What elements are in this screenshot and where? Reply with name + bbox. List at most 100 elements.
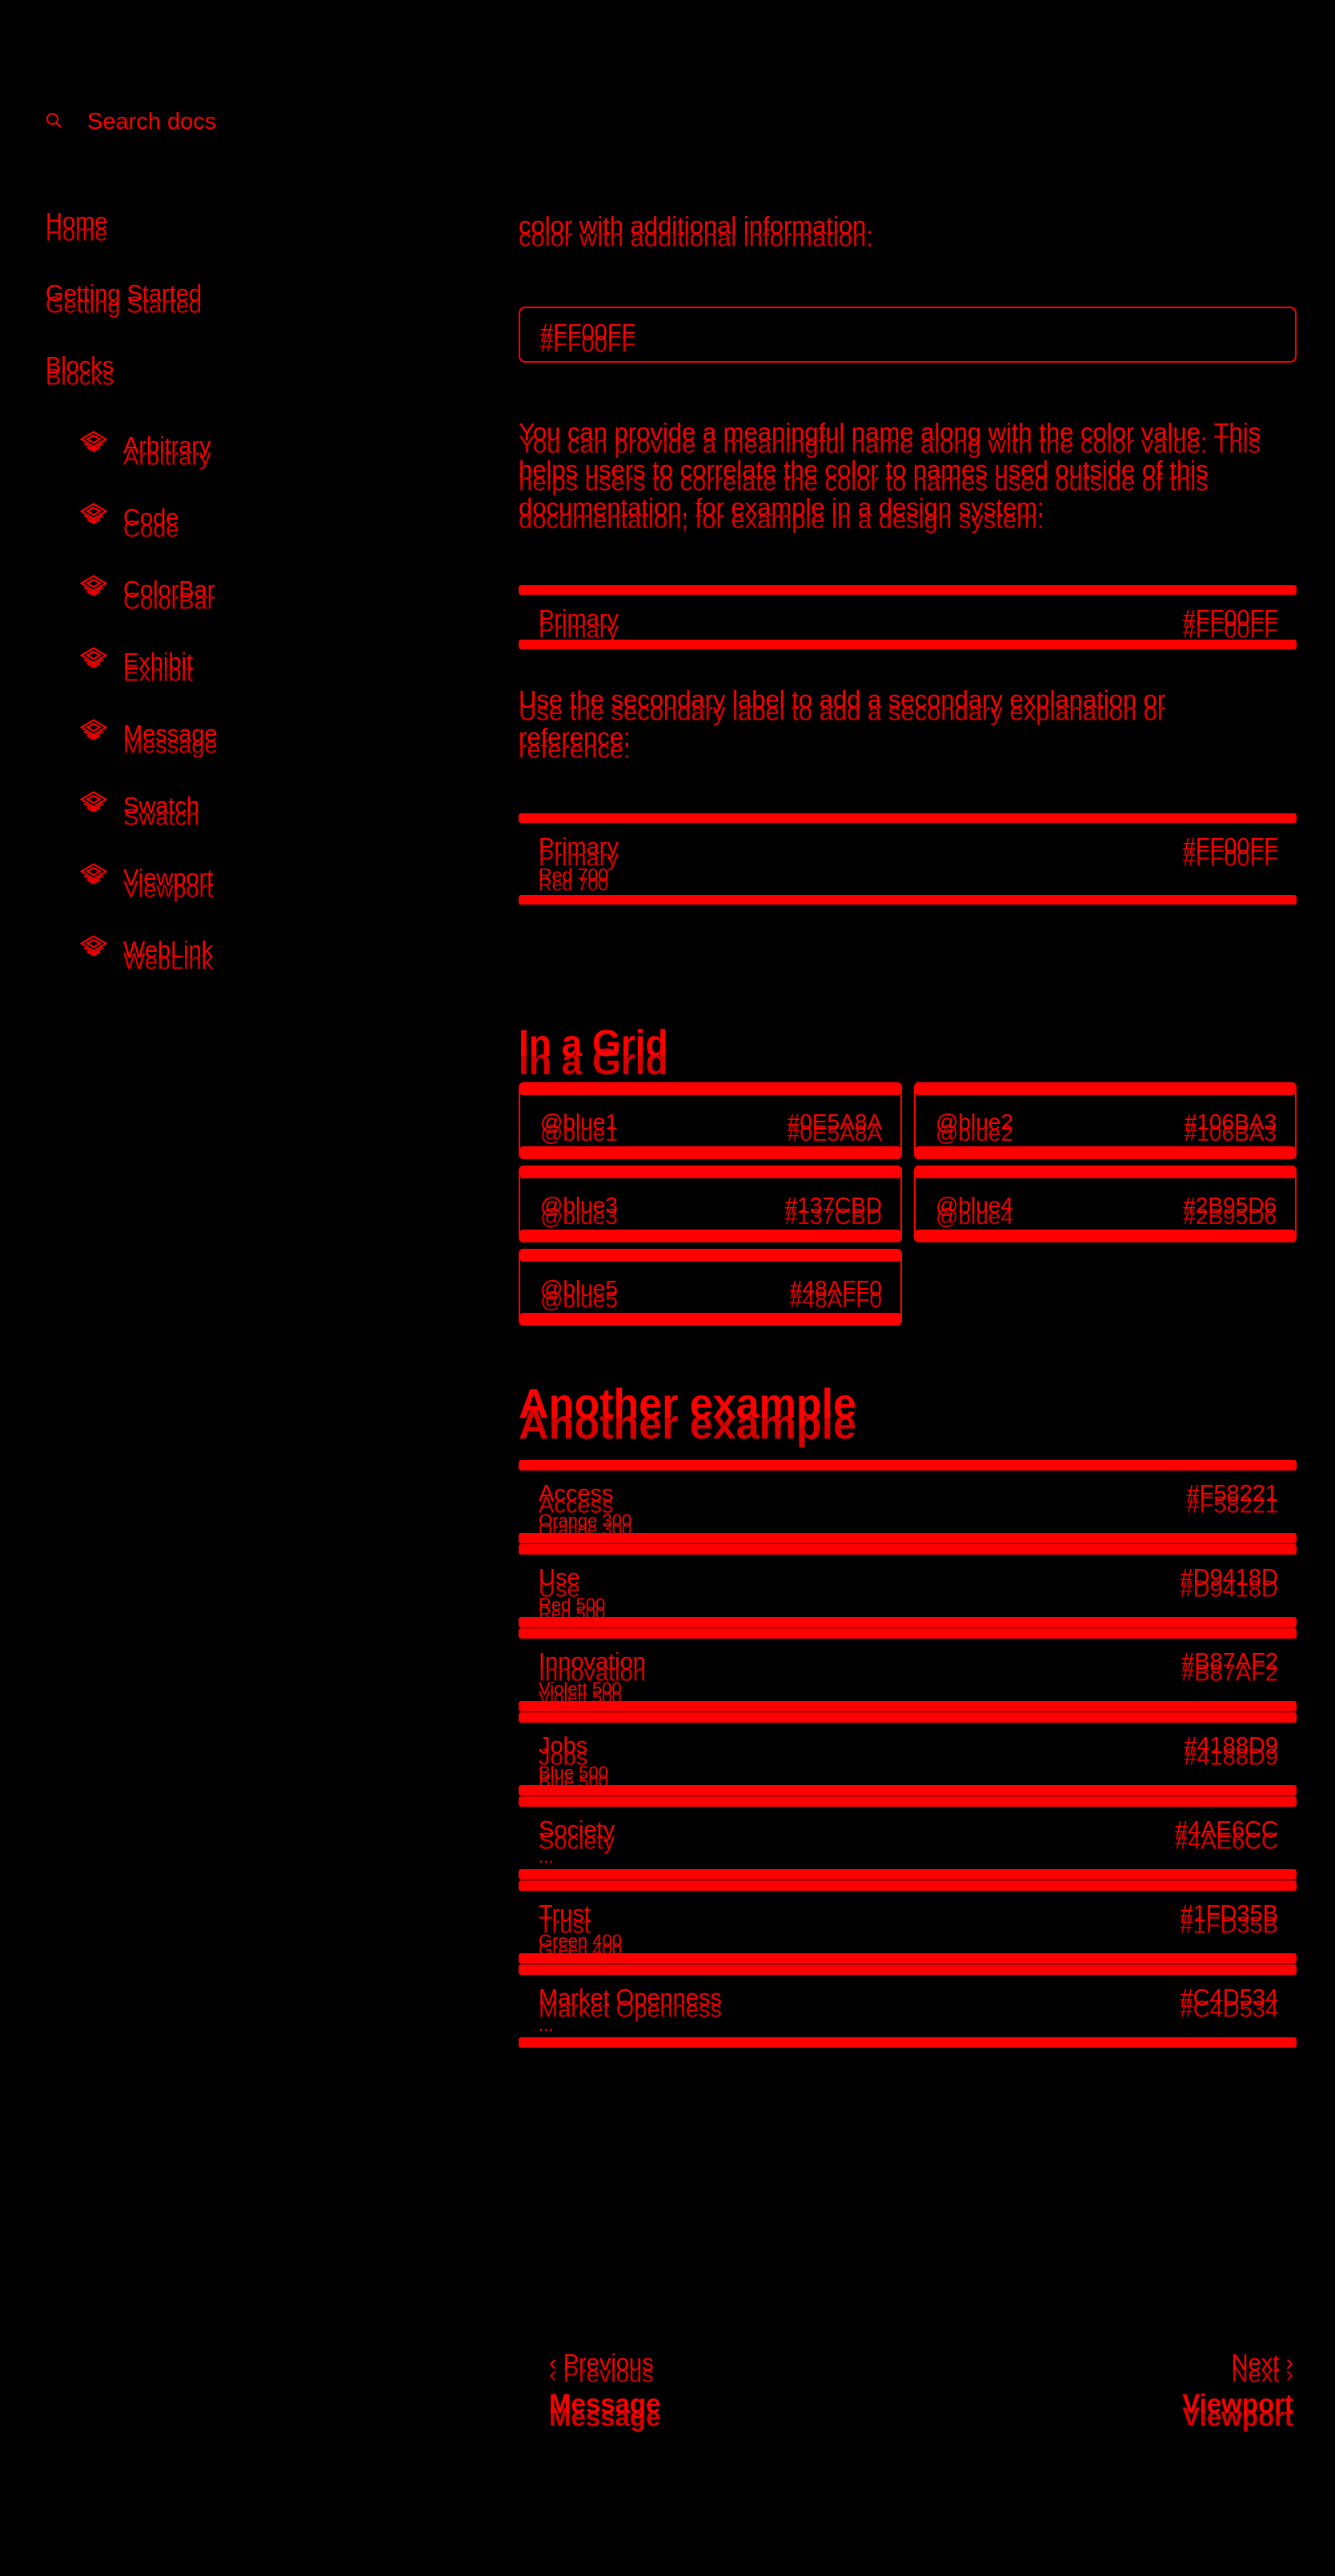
swatch-row: Use Red 500 #D9418D	[519, 1544, 1297, 1627]
swatch-row: Access Orange 300 #F58221	[519, 1460, 1297, 1543]
swatch-hex-value: #F58221	[1186, 1481, 1279, 1507]
swatch-grid-cell: @blue4 #2B95D6	[914, 1166, 1297, 1242]
swatch-color-bar	[519, 813, 1297, 823]
swatch-secondary-label: Orange 300	[539, 1511, 632, 1531]
swatch-secondary-label: ...	[539, 1847, 554, 1867]
pagination-direction: Next	[1231, 2350, 1280, 2376]
pagination-direction: Previous	[563, 2350, 654, 2376]
swatch-name: @blue3	[540, 1193, 618, 1218]
swatch-color-bar	[519, 1701, 1297, 1711]
swatch-hex-value: #48AFF0	[789, 1276, 882, 1301]
swatch-color-bar	[519, 895, 1297, 905]
sidebar-item-getting-started[interactable]: Getting Started	[46, 281, 202, 307]
swatch-secondary-label: Red 700	[539, 865, 608, 885]
swatch-color-bar	[519, 585, 1297, 595]
swatch-name: @blue4	[936, 1193, 1013, 1218]
swatch-color-bar	[916, 1230, 1295, 1242]
pagination-previous-link[interactable]: ‹ Previous Message	[549, 2350, 660, 2419]
swatch-name: Primary	[539, 606, 619, 632]
swatch-color-bar	[519, 1964, 1297, 1975]
swatch-hex-value: #4188D9	[1184, 1733, 1278, 1759]
sidebar-item-blocks[interactable]: Blocks	[46, 353, 114, 379]
pagination-next-link[interactable]: Next › Viewport	[1182, 2350, 1293, 2419]
swatch-name: Primary	[539, 834, 619, 860]
swatch-row: Trust Green 400 #1FD35B	[519, 1880, 1297, 1964]
sidebar-item-swatch[interactable]: Swatch	[78, 789, 199, 824]
block-icon	[78, 429, 109, 463]
sidebar-item-viewport[interactable]: Viewport	[78, 861, 213, 896]
swatch-hex-value: #D9418D	[1180, 1565, 1278, 1591]
swatch-color-bar	[520, 1230, 900, 1242]
swatch-name: Market Openness	[539, 1985, 722, 2011]
sidebar-item-colorbar[interactable]: ColorBar	[78, 573, 214, 608]
swatch-color-bar	[916, 1146, 1295, 1159]
block-icon	[78, 933, 109, 968]
swatch-grid-cell: @blue3 #137CBD	[519, 1166, 902, 1242]
main-content: color with additional information. #FF00…	[519, 0, 1297, 2576]
swatch-color-bar	[520, 1249, 900, 1262]
swatch-hex-value: #FF00FF	[540, 320, 636, 346]
swatch-hex-value: #4AE6CC	[1175, 1817, 1278, 1843]
swatch-grid-cell: @blue2 #106BA3	[914, 1082, 1297, 1159]
swatch-color-bar	[519, 1796, 1297, 1807]
search-box[interactable]	[44, 109, 327, 135]
swatch-row: Jobs Blue 500 #4188D9	[519, 1712, 1297, 1796]
swatch-color-bar	[916, 1166, 1295, 1178]
swatch-color-bar	[520, 1146, 900, 1159]
swatch-color-bar	[519, 1880, 1297, 1891]
sidebar-item-label: Code	[123, 505, 179, 531]
swatch-color-bar	[519, 1953, 1297, 1964]
pagination-page-title: Message	[549, 2389, 661, 2418]
swatch-grid-cell: @blue5 #48AFF0	[519, 1249, 902, 1326]
block-icon	[78, 501, 109, 536]
swatch-hex-value: #0E5A8A	[787, 1109, 882, 1134]
swatch-color-bar	[519, 1460, 1297, 1471]
swatch-color-bar	[519, 1544, 1297, 1555]
swatch-secondary-label: Blue 500	[539, 1763, 608, 1783]
swatch-hex-value: #106BA3	[1184, 1109, 1277, 1134]
swatch-color-bar	[520, 1082, 900, 1095]
sidebar-item-label: Swatch	[123, 793, 200, 819]
sidebar-item-exhibit[interactable]: Exhibit	[78, 645, 193, 680]
sidebar-item-message[interactable]: Message	[78, 717, 218, 752]
swatch-color-bar	[519, 1712, 1297, 1723]
swatch-color-bar	[519, 1869, 1297, 1880]
block-icon	[78, 717, 109, 752]
secondary-paragraph: Use the secondary label to add a seconda…	[519, 685, 1166, 751]
search-icon	[44, 110, 63, 134]
sidebar-item-weblink[interactable]: WebLink	[78, 933, 213, 968]
sidebar-item-label: WebLink	[123, 937, 214, 963]
search-input[interactable]	[87, 109, 327, 135]
swatch-color-bar	[520, 1313, 900, 1326]
intro-text: color with additional information.	[519, 211, 873, 239]
swatch-name: Trust	[539, 1901, 591, 1927]
sidebar: Home Getting Started Blocks Arbitrary Co…	[0, 0, 448, 2576]
sidebar-item-label: Viewport	[123, 865, 214, 891]
swatch-grid-cell: @blue1 #0E5A8A	[519, 1082, 902, 1159]
swatch-hex-value: #1FD35B	[1180, 1901, 1278, 1927]
swatch-hex-value: #B87AF2	[1181, 1649, 1278, 1675]
naming-paragraph: You can provide a meaningful name along …	[519, 418, 1261, 521]
sidebar-item-code[interactable]: Code	[78, 501, 178, 536]
swatch-name: @blue2	[936, 1109, 1013, 1134]
block-icon	[78, 789, 109, 824]
swatch-hex-value: #C4D534	[1180, 1985, 1278, 2011]
swatch-hex-value: #FF00FF	[1182, 606, 1278, 632]
swatch-row: Innovation Violett 500 #B87AF2	[519, 1628, 1297, 1711]
swatch-color-bar	[519, 1617, 1297, 1627]
swatch-row: Primary #FF00FF	[519, 585, 1297, 649]
swatch-color-bar	[519, 1628, 1297, 1639]
swatch-secondary-label: Violett 500	[539, 1679, 622, 1699]
swatch-name: Jobs	[539, 1733, 588, 1759]
swatch-color-bar	[519, 1533, 1297, 1543]
swatch-hex-value: #137CBD	[784, 1193, 882, 1218]
sidebar-item-arbitrary[interactable]: Arbitrary	[78, 429, 211, 463]
swatch-name: Use	[539, 1565, 580, 1591]
swatch-row: Society ... #4AE6CC	[519, 1796, 1297, 1880]
sidebar-item-home[interactable]: Home	[46, 209, 108, 235]
block-icon	[78, 645, 109, 680]
chevron-left-icon: ‹	[549, 2350, 557, 2376]
chevron-right-icon: ›	[1285, 2350, 1293, 2376]
swatch-secondary-label: Green 400	[539, 1931, 622, 1951]
swatch-name: Innovation	[539, 1649, 646, 1675]
